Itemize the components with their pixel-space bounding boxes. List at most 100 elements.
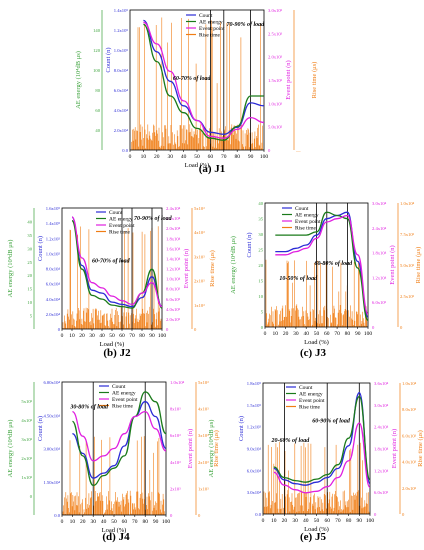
ae-energy-line (71, 391, 167, 487)
rise-tick-label: 2x10³ (198, 460, 209, 465)
ae-energy-axis-title: AE energy (10⁴dB μs) (230, 236, 237, 294)
legend-label: Event point (199, 26, 225, 32)
legend-label: Rise time (109, 230, 130, 236)
event-tick-label: 2.0x10⁴ (166, 226, 181, 231)
count-line (143, 19, 265, 135)
x-tick-label: 70 (221, 154, 227, 160)
legend-label: Rise time (299, 405, 320, 411)
left-tick-label: 35 (258, 217, 263, 222)
x-tick-label: 90 (153, 519, 159, 525)
left-tick-label: 20 (258, 263, 263, 268)
figure-caption: (d) J4 (102, 531, 130, 543)
rise-tick-label: 4x10³ (194, 230, 205, 235)
ae-tick-label: 4x10³ (21, 418, 32, 423)
x-tick-label: 0 (264, 331, 267, 337)
event-tick-label: 2.4x10⁴ (166, 206, 181, 211)
load-annotation: 70-90% of load (134, 216, 173, 222)
left-tick-label: 6.0x10⁴ (247, 468, 262, 473)
figure-caption: (e) J5 (300, 531, 326, 543)
ae-tick-label: 100 (93, 68, 101, 73)
rise-time-axis-title: Rise time (μs) (417, 430, 424, 467)
x-tick-label: 40 (303, 331, 309, 337)
rise-time-axis-title: Rise time (μs) (213, 430, 220, 467)
x-tick-label: 50 (109, 333, 115, 339)
rise-tick-label: 2.5x10³ (400, 294, 415, 299)
x-tick-label: 10 (141, 154, 147, 160)
ae-energy-line (71, 220, 163, 309)
event-tick-label: 4x10³ (170, 460, 181, 465)
rise-time-axis-title: Rise time (μs) (209, 250, 216, 287)
load-annotation: 10-50% of load (279, 276, 318, 282)
x-tick-label: 0 (129, 154, 132, 160)
ae-tick-label: 0 (30, 494, 33, 499)
x-tick-label: 50 (314, 518, 320, 524)
x-tick-label: 0 (262, 518, 265, 524)
x-tick-label: 40 (101, 519, 107, 525)
load-annotation: 70-90% of load (226, 22, 265, 28)
event-tick-label: 0 (374, 512, 377, 517)
chart-j4: 0 10 20 30 40 50 60 70 80 90 100 Load (%) 0.0 1.50x10… (7, 380, 220, 543)
left-tick-label: 0.0 (255, 512, 261, 517)
left-tick-label: 1.2x10⁵ (114, 28, 129, 33)
legend-label: AE energy (112, 391, 136, 397)
x-tick-label: 80 (345, 331, 351, 337)
ae-energy-line (273, 395, 371, 483)
ae-tick-label: 15 (27, 287, 32, 292)
event-tick-label: 2.2x10⁴ (166, 216, 181, 221)
event-tick-label: 3.0x10³ (268, 8, 283, 13)
x-tick-label: 0 (61, 333, 64, 339)
event-tick-label: 5.0x10² (268, 125, 283, 130)
rise-time-series (131, 17, 263, 150)
rise-tick-label: 0 (194, 327, 197, 332)
legend-label: AE energy (109, 217, 133, 223)
event-tick-label: 2.4x10⁴ (372, 226, 387, 231)
x-tick-label: 20 (283, 331, 289, 337)
left-tick-label: 1.4x10⁵ (114, 8, 129, 13)
x-axis-label: Load (%) (304, 526, 329, 533)
event-tick-label: 8.0x10³ (166, 287, 181, 292)
x-tick-label: 40 (99, 333, 105, 339)
left-tick-label: 0 (261, 325, 264, 330)
x-axis-label: Load (%) (185, 162, 210, 169)
event-tick-label: 3.0x10⁴ (374, 403, 389, 408)
x-tick-label: 50 (194, 154, 200, 160)
event-tick-label: 6x10³ (170, 433, 181, 438)
event-axis-title: Event point (n) (391, 429, 398, 468)
rise-tick-label: 5x10³ (194, 206, 205, 211)
rise-tick-label: — (295, 148, 301, 153)
event-tick-label: 1.2x10⁴ (166, 267, 181, 272)
rise-time-axis-title: Rise time (μs) (415, 247, 422, 284)
rise-tick-label: 2.0x10³ (402, 486, 417, 491)
load-annotation: 20-60% of load (271, 438, 311, 444)
x-tick-label: 80 (142, 519, 148, 525)
left-tick-label: 1.2x10⁵ (46, 236, 61, 241)
event-tick-label: 4.0x10³ (166, 307, 181, 312)
x-tick-label: 90 (355, 331, 361, 337)
rise-time-series (265, 259, 368, 327)
ae-tick-label: 1x10³ (21, 475, 32, 480)
ae-tick-label: 40 (95, 128, 100, 133)
event-tick-label: 0 (170, 513, 173, 518)
ae-energy-axis-title: AE energy (10⁴dB μs) (7, 420, 14, 478)
left-tick-label: 4.50x10⁴ (43, 413, 60, 418)
x-tick-label: 100 (260, 154, 269, 160)
event-tick-label: 8x10³ (170, 407, 181, 412)
ae-tick-label: 5x10³ (21, 399, 32, 404)
x-tick-label: 30 (89, 333, 95, 339)
left-tick-label: 1.0x10⁵ (114, 48, 129, 53)
left-tick-label: 0 (58, 327, 61, 332)
left-tick-label: 25 (258, 248, 263, 253)
rise-tick-label: 5x10³ (198, 380, 209, 385)
event-axis-title: Event point (n) (389, 245, 396, 284)
rise-tick-label: 1.0x10⁴ (402, 381, 417, 386)
rise-tick-label: 1x10³ (194, 303, 205, 308)
left-tick-label: 1.8x10⁵ (247, 381, 262, 386)
load-annotation: 60-80% of load (314, 261, 353, 267)
left-tick-label: 4.0x10⁴ (46, 297, 61, 302)
legend-label: Event point (295, 219, 321, 225)
x-tick-label: 10 (69, 333, 75, 339)
left-tick-label: 2.0x10⁴ (114, 128, 129, 133)
x-tick-label: 30 (90, 519, 96, 525)
